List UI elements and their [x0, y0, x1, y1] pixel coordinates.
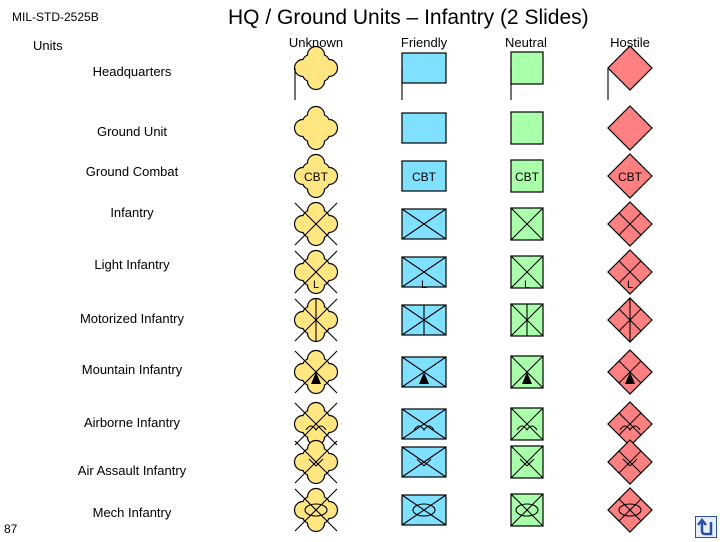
ground-unit-neutral-symbol	[510, 111, 544, 145]
motorized-infantry-hostile-symbol	[607, 297, 653, 343]
svg-text:CBT: CBT	[515, 170, 540, 184]
infantry-neutral-symbol	[510, 207, 544, 241]
mountain-infantry-neutral-symbol	[510, 355, 544, 389]
airborne-infantry-neutral-symbol	[510, 407, 544, 441]
standard-label: MIL-STD-2525B	[12, 10, 99, 24]
column-header-friendly: Friendly	[400, 35, 448, 50]
mech-infantry-hostile-symbol	[607, 487, 653, 533]
motorized-infantry-neutral-symbol	[510, 303, 544, 337]
column-header-unknown: Unknown	[288, 35, 344, 50]
air-assault-infantry-friendly-symbol	[401, 446, 447, 478]
page-title: HQ / Ground Units – Infantry (2 Slides)	[228, 6, 589, 29]
svg-text:L: L	[524, 279, 530, 291]
headquarters-friendly-symbol	[401, 52, 447, 100]
row-label-motorized-infantry: Motorized Infantry	[79, 311, 185, 326]
infantry-friendly-symbol	[401, 208, 447, 240]
svg-text:L: L	[313, 279, 319, 291]
svg-text:L: L	[421, 279, 427, 291]
motorized-infantry-friendly-symbol	[401, 304, 447, 336]
mountain-infantry-unknown-symbol	[293, 349, 339, 395]
airborne-infantry-friendly-symbol	[401, 408, 447, 440]
row-label-headquarters: Headquarters	[92, 64, 172, 79]
ground-unit-unknown-symbol	[293, 105, 339, 151]
row-label-infantry: Infantry	[110, 205, 154, 220]
svg-text:CBT: CBT	[618, 170, 643, 184]
ground-unit-hostile-symbol	[607, 105, 653, 151]
airborne-infantry-hostile-symbol	[607, 401, 653, 447]
ground-unit-friendly-symbol	[401, 112, 447, 144]
mech-infantry-friendly-symbol	[401, 494, 447, 526]
row-label-light-infantry: Light Infantry	[94, 257, 170, 272]
ground-combat-neutral-symbol: CBT	[510, 159, 544, 193]
infantry-unknown-symbol	[293, 201, 339, 247]
motorized-infantry-unknown-symbol	[293, 297, 339, 343]
page-number: 87	[4, 522, 18, 536]
airborne-infantry-unknown-symbol	[293, 401, 339, 447]
light-infantry-unknown-symbol: L	[293, 249, 339, 295]
mountain-infantry-hostile-symbol	[607, 349, 653, 395]
light-infantry-neutral-symbol: L	[510, 255, 544, 291]
svg-text:CBT: CBT	[412, 170, 437, 184]
mountain-infantry-friendly-symbol	[401, 356, 447, 388]
headquarters-neutral-symbol	[510, 51, 544, 100]
headquarters-hostile-symbol	[607, 45, 653, 100]
headquarters-unknown-symbol	[293, 45, 339, 100]
row-label-ground-unit: Ground Unit	[96, 124, 168, 139]
air-assault-infantry-unknown-symbol	[293, 439, 339, 485]
light-infantry-hostile-symbol: L	[607, 249, 653, 295]
infantry-hostile-symbol	[607, 201, 653, 247]
svg-text:L: L	[627, 279, 633, 291]
row-label-mountain-infantry: Mountain Infantry	[81, 362, 183, 377]
return-arrow-icon[interactable]	[695, 516, 717, 538]
column-header-neutral: Neutral	[505, 35, 547, 50]
air-assault-infantry-neutral-symbol	[510, 445, 544, 479]
mech-infantry-neutral-symbol	[510, 493, 544, 527]
row-label-air-assault-infantry: Air Assault Infantry	[77, 463, 187, 478]
ground-combat-unknown-symbol: CBT	[293, 153, 339, 199]
row-label-airborne-infantry: Airborne Infantry	[83, 415, 181, 430]
row-label-ground-combat: Ground Combat	[85, 164, 179, 179]
ground-combat-friendly-symbol: CBT	[401, 160, 447, 192]
ground-combat-hostile-symbol: CBT	[607, 153, 653, 199]
light-infantry-friendly-symbol: L	[401, 256, 447, 291]
air-assault-infantry-hostile-symbol	[607, 439, 653, 485]
row-label-mech-infantry: Mech Infantry	[92, 505, 172, 520]
svg-text:CBT: CBT	[304, 170, 329, 184]
column-header-hostile: Hostile	[610, 35, 650, 50]
mech-infantry-unknown-symbol	[293, 487, 339, 533]
units-label: Units	[33, 38, 63, 53]
